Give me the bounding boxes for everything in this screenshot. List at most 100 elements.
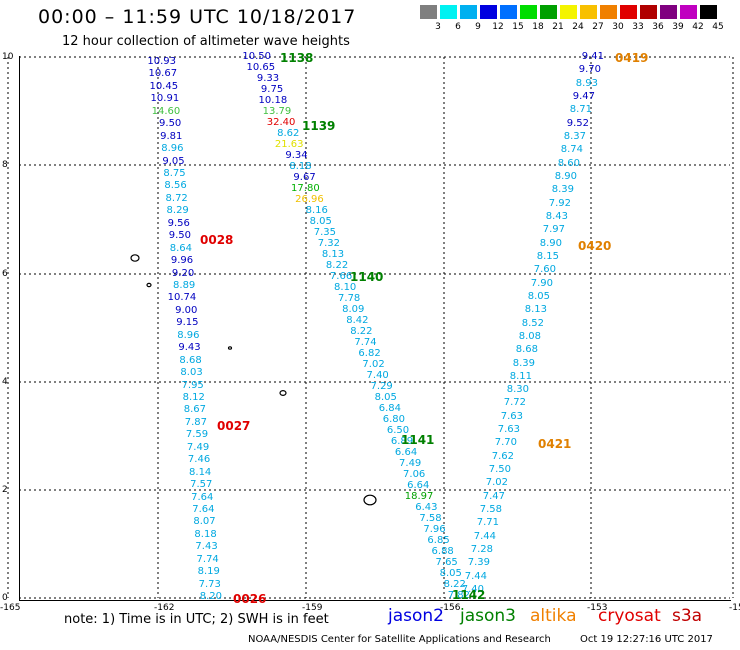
swh-value: 9.20 bbox=[171, 267, 195, 279]
map-subtitle: 12 hour collection of altimeter wave hei… bbox=[62, 34, 350, 49]
pass-label: 1138 bbox=[280, 51, 314, 65]
satellite-name: s3a bbox=[672, 606, 703, 626]
swh-value: 8.67 bbox=[183, 404, 206, 416]
swh-value: 7.58 bbox=[479, 504, 502, 516]
swh-value: 8.96 bbox=[161, 143, 184, 155]
swh-value: 8.56 bbox=[164, 180, 187, 192]
swh-value: 10.18 bbox=[258, 95, 288, 106]
swh-value: 8.90 bbox=[554, 170, 577, 182]
legend-label: 6 bbox=[455, 22, 461, 32]
swh-value: 7.71 bbox=[476, 517, 499, 529]
legend-label: 24 bbox=[572, 22, 584, 32]
legend-swatch bbox=[480, 5, 497, 19]
swh-value: 10.65 bbox=[246, 62, 276, 73]
footer-credit: NOAA/NESDIS Center for Satellite Applica… bbox=[248, 634, 551, 645]
swh-value: 9.15 bbox=[176, 317, 199, 329]
pass-label: 1142 bbox=[452, 588, 486, 602]
swh-value: 8.19 bbox=[197, 566, 220, 578]
swh-value: 7.02 bbox=[362, 359, 385, 370]
swh-value: 8.39 bbox=[512, 357, 535, 369]
swh-value: 6.80 bbox=[382, 414, 405, 425]
legend-swatch bbox=[420, 5, 437, 19]
pass-label: 0419 bbox=[615, 51, 649, 65]
swh-value: 9.50 bbox=[168, 230, 191, 242]
swh-value: 8.15 bbox=[536, 250, 559, 262]
swh-value: 10.74 bbox=[167, 292, 197, 304]
swh-value: 6.43 bbox=[415, 502, 438, 513]
swh-value: 7.43 bbox=[195, 541, 218, 553]
map-title: 00:00 – 11:59 UTC 10/18/2017 bbox=[38, 6, 357, 28]
swh-value: 7.92 bbox=[548, 197, 571, 209]
swh-value: 8.42 bbox=[346, 315, 369, 326]
swh-value: 10.67 bbox=[148, 68, 178, 80]
swh-value: 7.49 bbox=[186, 441, 210, 453]
swh-value: 6.85 bbox=[427, 535, 450, 546]
swh-value: 10.45 bbox=[149, 80, 179, 92]
swh-value: 9.05 bbox=[162, 155, 185, 167]
swh-value: 7.02 bbox=[485, 477, 508, 489]
swh-value: 6.64 bbox=[407, 480, 430, 491]
swh-value: 8.16 bbox=[305, 205, 328, 216]
swh-value: 8.11 bbox=[509, 370, 532, 382]
island-outline bbox=[146, 282, 152, 288]
swh-value: 7.90 bbox=[530, 277, 553, 289]
swh-value: 7.97 bbox=[542, 224, 565, 236]
swh-value: 9.47 bbox=[572, 91, 595, 102]
pass-label: 0028 bbox=[200, 233, 234, 247]
legend-swatch bbox=[660, 5, 677, 19]
swh-value: 14.60 bbox=[151, 105, 181, 117]
swh-value: 8.72 bbox=[165, 192, 188, 204]
island-outline bbox=[363, 494, 377, 506]
swh-value: 9.50 bbox=[159, 118, 182, 130]
swh-value: 8.05 bbox=[439, 568, 462, 579]
swh-value: 7.50 bbox=[488, 464, 511, 476]
island-outline bbox=[279, 390, 287, 397]
swh-value: 8.14 bbox=[189, 466, 212, 478]
swh-value: 8.64 bbox=[169, 242, 192, 254]
legend-swatch bbox=[700, 5, 717, 19]
swh-value: 7.63 bbox=[500, 410, 523, 422]
x-tick-label: -165 bbox=[0, 603, 21, 613]
swh-value: 8.05 bbox=[374, 392, 397, 403]
swh-value: 9.33 bbox=[256, 73, 280, 84]
swh-value: 8.60 bbox=[557, 157, 580, 169]
y-tick-label: 2 bbox=[2, 485, 8, 495]
legend-label: 15 bbox=[512, 22, 524, 32]
satellite-name: jason3 bbox=[460, 606, 516, 626]
swh-value: 9.00 bbox=[175, 304, 198, 316]
swh-value: 9.41 bbox=[581, 51, 604, 62]
swh-value: 9.56 bbox=[167, 217, 190, 229]
x-tick-label: -159 bbox=[302, 603, 323, 613]
swh-value: 9.96 bbox=[170, 255, 194, 267]
pass-label: 1140 bbox=[350, 270, 384, 284]
legend-swatch bbox=[580, 5, 597, 19]
swh-value: 8.18 bbox=[194, 528, 217, 540]
legend-swatch bbox=[560, 5, 577, 19]
swh-value: 8.90 bbox=[539, 237, 562, 249]
swh-value: 8.22 bbox=[325, 260, 349, 271]
island-outline bbox=[227, 346, 233, 350]
legend-label: 9 bbox=[475, 22, 481, 32]
swh-value: 10.91 bbox=[150, 93, 180, 105]
swh-value: 7.49 bbox=[399, 458, 422, 469]
swh-value: 8.93 bbox=[575, 77, 598, 89]
swh-value: 17.80 bbox=[291, 183, 320, 194]
swh-value: 8.96 bbox=[177, 329, 200, 341]
legend-label: 12 bbox=[492, 22, 504, 32]
y-tick-label: 8 bbox=[2, 160, 8, 170]
swh-value: 7.95 bbox=[181, 379, 204, 391]
swh-value: 7.57 bbox=[190, 479, 213, 490]
swh-value: 8.22 bbox=[443, 579, 466, 590]
swh-value: 8.07 bbox=[193, 516, 216, 528]
legend-label: 3 bbox=[435, 22, 441, 32]
x-tick-label: -15 bbox=[729, 603, 740, 613]
pass-label: 0026 bbox=[233, 592, 267, 606]
swh-value: 8.18 bbox=[289, 161, 312, 172]
swh-value: 10.50 bbox=[242, 51, 271, 62]
legend-label: 42 bbox=[692, 22, 704, 32]
pass-label: 0027 bbox=[217, 419, 251, 433]
swh-value: 8.62 bbox=[277, 128, 300, 139]
swh-value: 7.47 bbox=[482, 490, 505, 502]
swh-value: 6.82 bbox=[358, 348, 381, 359]
